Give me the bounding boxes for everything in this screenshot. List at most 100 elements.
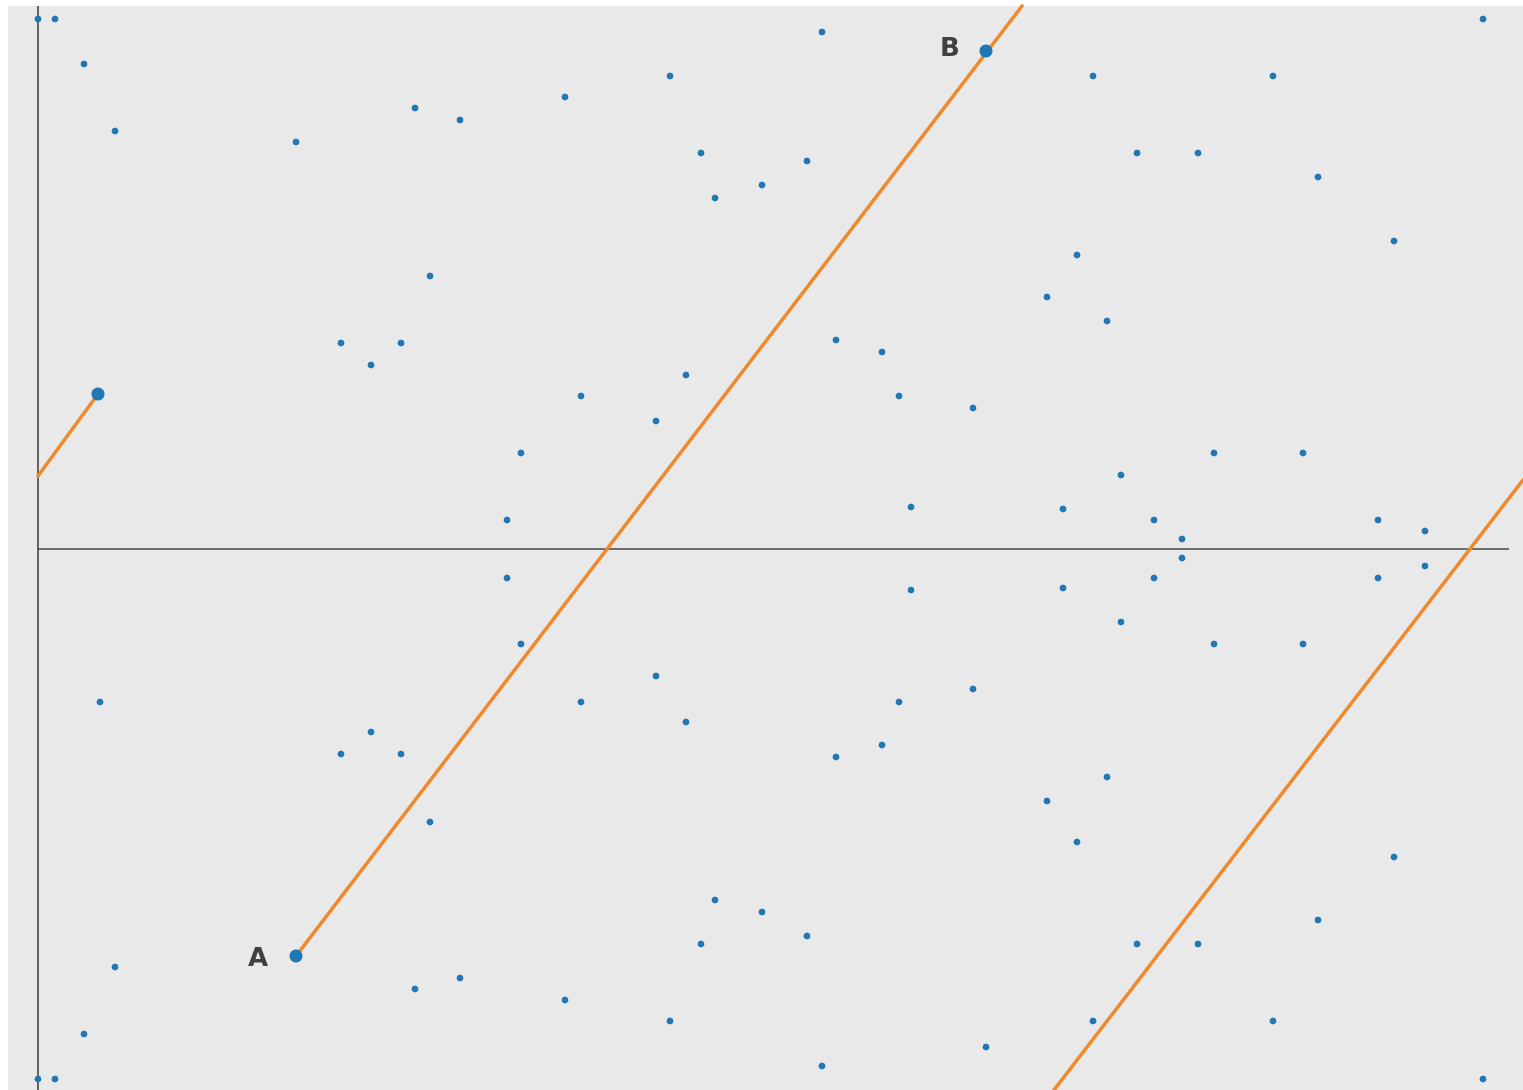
scatter-point	[426, 818, 434, 826]
scatter-point	[1269, 1017, 1277, 1025]
scatter-point	[561, 93, 569, 101]
scatter-point	[1117, 471, 1125, 479]
point-a[interactable]	[289, 949, 303, 963]
scatter-point	[34, 15, 42, 23]
scatter-point	[96, 698, 104, 706]
scatter-point	[711, 896, 719, 904]
scatter-point	[503, 516, 511, 524]
scatter-point	[803, 157, 811, 165]
scatter-point	[1374, 574, 1382, 582]
line-endpoint[interactable]	[91, 387, 105, 401]
scatter-point	[1374, 516, 1382, 524]
scatter-point	[1178, 535, 1186, 543]
scatter-point	[1150, 516, 1158, 524]
scatter-point	[832, 753, 840, 761]
scatter-point	[1133, 149, 1141, 157]
scatter-point	[878, 741, 886, 749]
line-segment	[294, 4, 1024, 958]
scatter-point	[1089, 72, 1097, 80]
scatter-point	[411, 104, 419, 112]
line-segment	[1052, 478, 1523, 1090]
scatter-point	[80, 60, 88, 68]
scatter-point	[34, 1075, 42, 1083]
scatter-point	[1043, 293, 1051, 301]
scatter-point	[666, 1017, 674, 1025]
scatter-point	[337, 339, 345, 347]
scatter-point	[969, 404, 977, 412]
scatter-point	[337, 750, 345, 758]
scatter-point	[577, 698, 585, 706]
scatter-point	[1299, 640, 1307, 648]
scatter-point	[697, 940, 705, 948]
scatter-point	[652, 417, 660, 425]
scatter-point	[682, 371, 690, 379]
lines-group	[36, 4, 1523, 1090]
scatter-point	[758, 908, 766, 916]
scatter-point	[577, 392, 585, 400]
scatter-point	[711, 194, 719, 202]
scatter-point	[803, 932, 811, 940]
scatter-point	[895, 392, 903, 400]
scatter-point	[111, 963, 119, 971]
scatter-point	[1299, 449, 1307, 457]
scatter-point	[697, 149, 705, 157]
scatter-point	[666, 72, 674, 80]
scatter-point	[1314, 916, 1322, 924]
scatter-point	[895, 698, 903, 706]
scatter-point	[1479, 1075, 1487, 1083]
scatter-point	[832, 336, 840, 344]
scatter-point	[1421, 562, 1429, 570]
scatter-point	[982, 1043, 990, 1051]
scatter-point	[397, 339, 405, 347]
scatter-point	[456, 116, 464, 124]
scatter-point	[426, 272, 434, 280]
scatter-point	[1089, 1017, 1097, 1025]
scatter-point	[561, 996, 569, 1004]
scatter-point	[1390, 237, 1398, 245]
scatter-point	[1059, 505, 1067, 513]
scatter-point	[111, 127, 119, 135]
scatter-point	[1117, 618, 1125, 626]
scatter-point	[1314, 173, 1322, 181]
scatter-point	[367, 728, 375, 736]
scatter-point	[652, 672, 660, 680]
scatter-point	[682, 718, 690, 726]
scatter-point	[1103, 773, 1111, 781]
scatter-point	[907, 503, 915, 511]
scatter-point	[1479, 15, 1487, 23]
scatter-point	[1178, 554, 1186, 562]
scatter-point	[517, 449, 525, 457]
scatter-point	[818, 28, 826, 36]
point-b[interactable]	[979, 44, 993, 58]
line-segment	[36, 392, 100, 478]
scatter-point	[1073, 838, 1081, 846]
scatter-point	[1210, 449, 1218, 457]
scatter-point	[397, 750, 405, 758]
scatter-point	[411, 985, 419, 993]
scatter-point	[456, 974, 464, 982]
points-group	[34, 15, 1487, 1083]
scatter-point	[292, 138, 300, 146]
scatter-point	[1150, 574, 1158, 582]
scatter-point	[1210, 640, 1218, 648]
scatter-point	[1269, 72, 1277, 80]
scatter-point	[1133, 940, 1141, 948]
scatter-point	[1073, 251, 1081, 259]
scatter-point	[1043, 797, 1051, 805]
scatter-point	[80, 1030, 88, 1038]
scatter-point	[1421, 527, 1429, 535]
scatter-point	[907, 586, 915, 594]
scatter-point	[517, 640, 525, 648]
scatter-point	[818, 1062, 826, 1070]
point-b-label: B	[940, 33, 960, 63]
scatter-point	[1194, 940, 1202, 948]
scatter-point	[878, 348, 886, 356]
scatter-point	[1103, 317, 1111, 325]
scatter-point	[969, 685, 977, 693]
scatter-point	[1059, 584, 1067, 592]
scatter-point	[51, 15, 59, 23]
point-a-label: A	[248, 943, 268, 973]
scatter-point	[1390, 853, 1398, 861]
scatter-point	[503, 574, 511, 582]
